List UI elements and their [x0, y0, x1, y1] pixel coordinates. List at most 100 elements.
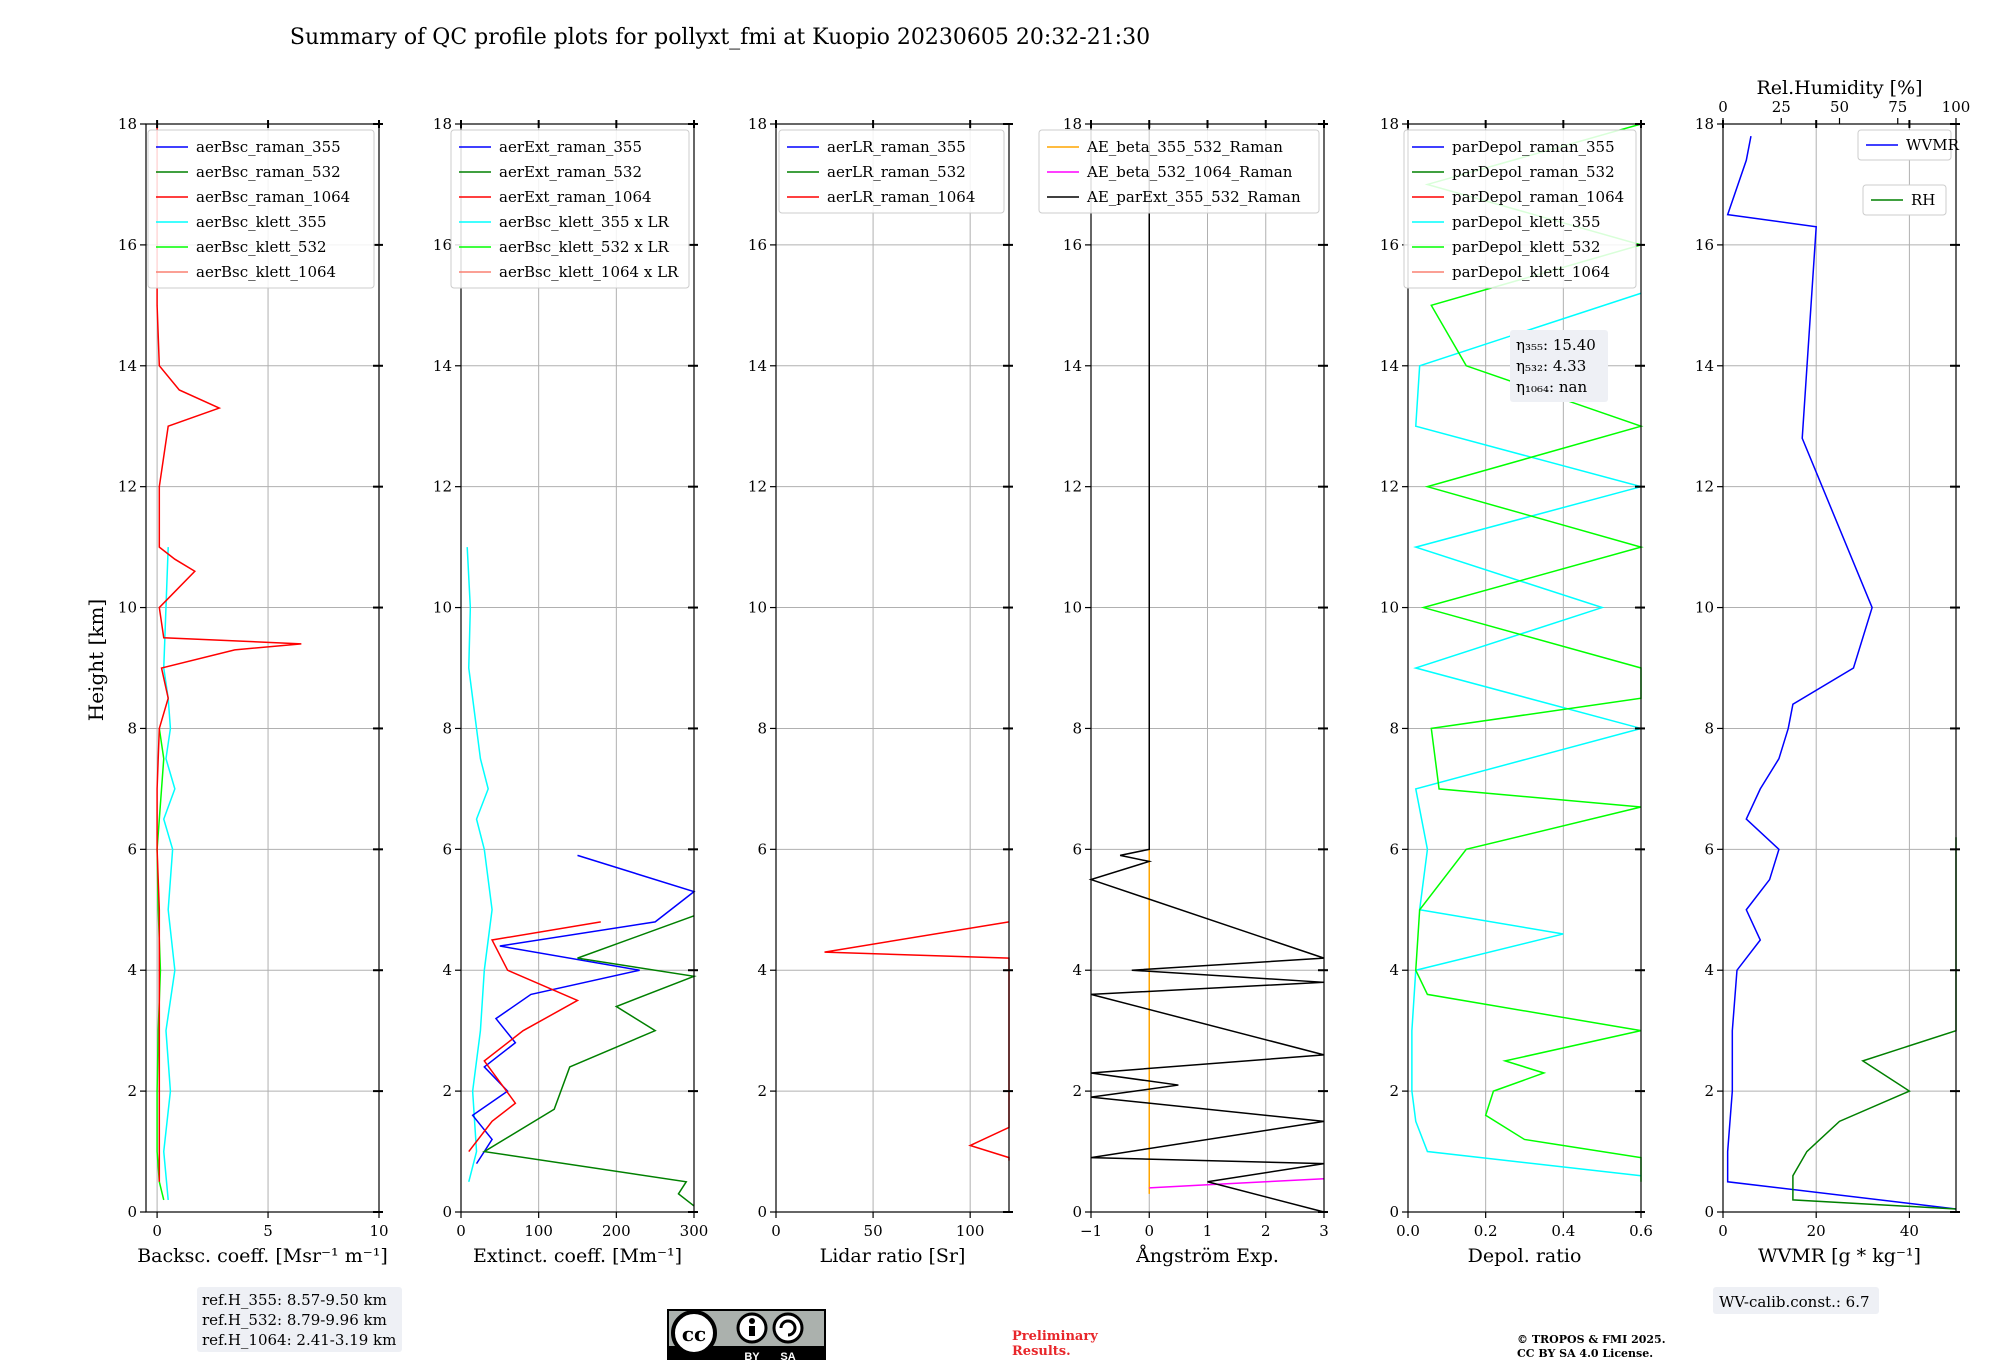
series-line — [1411, 292, 1644, 1177]
x-tick-label: 0 — [1144, 1222, 1154, 1240]
y-tick-label: 10 — [118, 599, 137, 617]
x-axis-label: Lidar ratio [Sr] — [820, 1245, 966, 1267]
y-tick-label: 4 — [127, 961, 137, 979]
y-tick-label: 18 — [1063, 115, 1082, 133]
sa-icon — [772, 1312, 804, 1344]
x-tick-label: 0.0 — [1396, 1222, 1420, 1240]
series-line — [156, 728, 165, 1201]
annotation-line: η₁₀₆₄: nan — [1516, 378, 1587, 396]
legend-label: parDepol_raman_1064 — [1452, 188, 1624, 206]
y-tick-label: 2 — [1072, 1082, 1082, 1100]
legend-label: aerExt_raman_1064 — [499, 188, 652, 206]
copyright-line1: © TROPOS & FMI 2025. — [1517, 1333, 1666, 1346]
ref-height-1064: ref.H_1064: 2.41-3.19 km — [202, 1331, 396, 1349]
legend-label: aerBsc_raman_355 — [196, 138, 341, 156]
x-tick-label: 3 — [1319, 1222, 1329, 1240]
legend-label: aerBsc_klett_1064 x LR — [499, 263, 679, 281]
y-tick-label: 6 — [1072, 840, 1082, 858]
y-tick-label: 4 — [757, 961, 767, 979]
y-tick-label: 2 — [127, 1082, 137, 1100]
legend-box — [1038, 129, 1320, 214]
y-tick-label: 6 — [1704, 840, 1714, 858]
x-tick-label: 0 — [456, 1222, 466, 1240]
eta-annotation: η₃₅₅: 15.40 η₅₃₂: 4.33 η₁₀₆₄: nan — [1510, 330, 1608, 402]
series-line — [468, 921, 601, 1153]
legend: aerLR_raman_355 aerLR_raman_532 aerLR_rama… — [778, 129, 1005, 214]
y-tick-label: 16 — [118, 236, 137, 254]
legend-label: parDepol_raman_532 — [1452, 163, 1615, 181]
series-line — [156, 124, 302, 1182]
legend-box — [1403, 129, 1637, 289]
y-tick-label: 12 — [748, 478, 767, 496]
legend-label: aerBsc_klett_1064 — [196, 263, 336, 281]
x-tick-label: 0 — [771, 1222, 781, 1240]
series-line — [1088, 124, 1325, 1213]
y-tick-label: 2 — [1704, 1082, 1714, 1100]
x-axis-label: Ångström Exp. — [1135, 1245, 1279, 1267]
copyright-line2: CC BY SA 4.0 License. — [1517, 1347, 1653, 1360]
legend: aerExt_raman_355 aerExt_raman_532 aerExt_r… — [450, 129, 690, 289]
x-tick-label: 40 — [1900, 1222, 1919, 1240]
panel-5: 0 2 4 6 8 10 12 14 16 18 0.0 0.2 0.4 0.6 Depol. ratio p… — [1380, 115, 1653, 1267]
panel-1: 0 2 4 6 8 10 12 14 16 18 0 5 10 Backsc. coeff. [Msr⁻¹… — [118, 115, 389, 1267]
series-line — [1792, 837, 1957, 1210]
legend-label: AE_beta_355_532_Raman — [1086, 138, 1283, 156]
legend: aerBsc_raman_355 aerBsc_raman_532 aerBsc_r… — [147, 129, 375, 289]
plot-frame — [1407, 123, 1642, 1213]
y-tick-label: 16 — [1063, 236, 1082, 254]
legend-label: parDepol_klett_532 — [1452, 238, 1601, 256]
legend-label: aerLR_raman_532 — [827, 163, 966, 181]
legend-label: aerBsc_raman_532 — [196, 163, 341, 181]
preliminary-line1: Preliminary — [1012, 1329, 1098, 1344]
sa-label: SA — [780, 1351, 795, 1360]
y-tick-label: 0 — [127, 1203, 137, 1221]
y-tick-label: 12 — [1380, 478, 1399, 496]
legend: AE_beta_355_532_Raman AE_beta_532_1064_Ra… — [1038, 129, 1320, 214]
y-tick-label: 0 — [1704, 1203, 1714, 1221]
y-tick-label: 8 — [1072, 719, 1082, 737]
plot-frame — [775, 123, 1010, 1213]
y-tick-label: 4 — [1704, 961, 1714, 979]
x-tick-label: 100 — [956, 1222, 985, 1240]
x-axis-label: Extinct. coeff. [Mm⁻¹] — [473, 1245, 682, 1267]
plot-frame — [1722, 123, 1957, 1213]
x-tick-label: 2 — [1261, 1222, 1271, 1240]
ref-height-box: ref.H_355: 8.57-9.50 km ref.H_532: 8.79-… — [197, 1287, 402, 1352]
legend-box — [1862, 184, 1947, 216]
series-group — [824, 921, 1010, 1161]
x2-tick-label: 25 — [1772, 98, 1791, 116]
y-tick-label: 8 — [757, 719, 767, 737]
y-tick-label: 6 — [1389, 840, 1399, 858]
y-tick-label: 10 — [433, 599, 452, 617]
y-tick-label: 8 — [1704, 719, 1714, 737]
series-group — [1411, 123, 1644, 1182]
y-tick-label: 0 — [757, 1203, 767, 1221]
y-tick-label: 4 — [442, 961, 452, 979]
y-tick-label: 0 — [1389, 1203, 1399, 1221]
y-tick-label: 14 — [1380, 357, 1399, 375]
ref-height-532: ref.H_532: 8.79-9.96 km — [202, 1311, 387, 1329]
x-axis-label: Backsc. coeff. [Msr⁻¹ m⁻¹] — [137, 1245, 388, 1267]
figure-title: Summary of QC profile plots for pollyxt_… — [290, 25, 1150, 50]
y-tick-label: 14 — [1695, 357, 1714, 375]
series-line — [466, 547, 493, 1182]
x-axis-label: Depol. ratio — [1468, 1245, 1582, 1267]
y-tick-label: 2 — [757, 1082, 767, 1100]
y-tick-label: 0 — [442, 1203, 452, 1221]
legend-box — [450, 129, 690, 289]
x-tick-label: 0.2 — [1474, 1222, 1498, 1240]
x2-tick-label: 75 — [1888, 98, 1907, 116]
x2-tick-label: 0 — [1718, 98, 1728, 116]
legend-label: aerLR_raman_1064 — [827, 188, 975, 206]
series-line — [824, 921, 1010, 1161]
plot-frame — [460, 123, 695, 1213]
preliminary-line2: Results. — [1012, 1344, 1071, 1359]
y-tick-label: 10 — [748, 599, 767, 617]
y-tick-label: 18 — [433, 115, 452, 133]
legend-rh: RH — [1862, 184, 1947, 216]
y-tick-label: 8 — [1389, 719, 1399, 737]
x-tick-label: 0.4 — [1551, 1222, 1575, 1240]
